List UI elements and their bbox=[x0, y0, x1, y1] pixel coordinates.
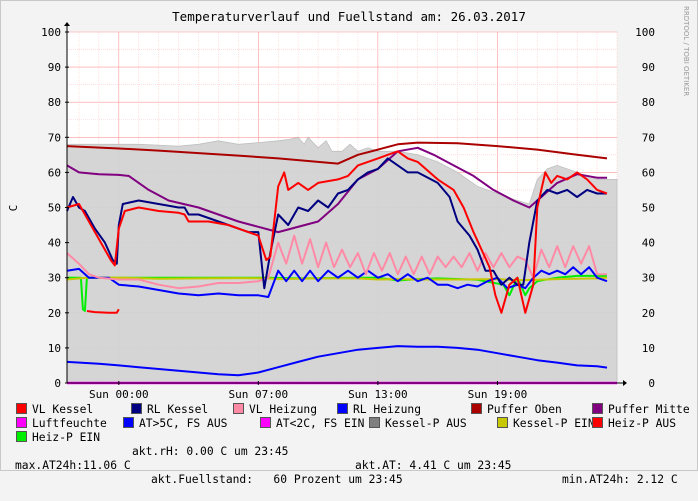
y-tick-label-right: 20 bbox=[642, 307, 655, 320]
y-axis-arrow bbox=[64, 22, 70, 26]
y-tick-label-left: 30 bbox=[48, 272, 61, 285]
x-tick-label: Sun 07:00 bbox=[228, 388, 288, 400]
legend-label: RL Heizung bbox=[353, 403, 422, 416]
y-tick-label-left: 50 bbox=[48, 202, 61, 215]
series-line-vl-kessel bbox=[66, 150, 608, 314]
legend-swatch bbox=[16, 403, 27, 414]
legend-swatch bbox=[123, 417, 134, 428]
legend-item: Kessel-P AUS bbox=[369, 417, 467, 430]
legend-swatch bbox=[16, 431, 27, 442]
y-tick-label-left: 40 bbox=[48, 237, 61, 250]
legend-item: Puffer Mitte bbox=[592, 403, 690, 416]
y-tick-label-right: 60 bbox=[642, 166, 655, 179]
legend-swatch bbox=[260, 417, 271, 428]
x-axis-arrow bbox=[623, 380, 627, 386]
y-axis-label: C bbox=[7, 205, 20, 212]
legend-swatch bbox=[337, 403, 348, 414]
legend-label: RL Kessel bbox=[147, 403, 209, 416]
legend-label: AT>5C, FS AUS bbox=[139, 417, 228, 430]
y-tick-label-right: 0 bbox=[648, 377, 655, 390]
x-tick-label: Sun 13:00 bbox=[348, 388, 408, 400]
chart-title: Temperaturverlauf und Fuellstand am: 26.… bbox=[172, 9, 526, 24]
series-line-at-5c-fs-aus bbox=[66, 345, 608, 377]
y-tick-label-left: 60 bbox=[48, 166, 61, 179]
y-tick-label-right: 70 bbox=[642, 131, 655, 144]
y-tick-label-left: 20 bbox=[48, 307, 61, 320]
stat-fuell: akt.Fuellstand: 60 Prozent um 23:45 bbox=[151, 473, 403, 486]
legend-swatch bbox=[233, 403, 244, 414]
y-tick-label-left: 10 bbox=[48, 342, 61, 355]
legend-item: Kessel-P EIN bbox=[497, 417, 595, 430]
legend-swatch bbox=[471, 403, 482, 414]
legend-label: Luftfeuchte bbox=[32, 417, 107, 430]
y-tick-label-right: 50 bbox=[642, 202, 655, 215]
x-tick-label: Sun 19:00 bbox=[468, 388, 528, 400]
legend-item: Puffer Oben bbox=[471, 403, 562, 416]
y-tick-label-right: 90 bbox=[642, 61, 655, 74]
legend-label: Kessel-P EIN bbox=[513, 417, 595, 430]
stat-max: max.AT24h:11.06 C bbox=[15, 459, 131, 472]
legend-label: Puffer Mitte bbox=[608, 403, 690, 416]
legend-item: AT<2C, FS EIN bbox=[260, 417, 364, 430]
y-tick-label-right: 30 bbox=[642, 272, 655, 285]
stat-at: akt.AT: 4.41 C um 23:45 bbox=[355, 459, 512, 472]
stat-rh: akt.rH: 0.00 C um 23:45 bbox=[132, 445, 289, 458]
stat-min: min.AT24h: 2.12 C bbox=[562, 473, 678, 486]
y-tick-label-left: 100 bbox=[41, 26, 61, 39]
legend-item: Luftfeuchte bbox=[16, 417, 107, 430]
rrdtool-watermark: RRDTOOL / TOBI OETIKER bbox=[682, 6, 690, 96]
y-tick-label-right: 10 bbox=[642, 342, 655, 355]
legend-item: Heiz-P AUS bbox=[592, 417, 676, 430]
legend-item: RL Kessel bbox=[131, 403, 208, 416]
series-line-puffer-oben bbox=[66, 141, 608, 165]
legend-swatch bbox=[592, 403, 603, 414]
legend-swatch bbox=[16, 417, 27, 428]
legend-swatch bbox=[369, 417, 380, 428]
y-tick-label-right: 40 bbox=[642, 237, 655, 250]
legend-item: Heiz-P EIN bbox=[16, 431, 100, 444]
series-line-heiz-p-aus bbox=[86, 308, 120, 314]
y-tick-label-right: 80 bbox=[642, 96, 655, 109]
y-tick-label-left: 70 bbox=[48, 131, 61, 144]
legend-label: Kessel-P AUS bbox=[385, 417, 467, 430]
x-tick-label: Sun 00:00 bbox=[89, 388, 149, 400]
y-tick-label-right: 100 bbox=[635, 26, 655, 39]
chart: Temperaturverlauf und Fuellstand am: 26.… bbox=[7, 6, 690, 400]
series-line-rl-heizung bbox=[66, 266, 608, 298]
y-tick-label-left: 90 bbox=[48, 61, 61, 74]
legend-item: AT>5C, FS AUS bbox=[123, 417, 227, 430]
y-tick-label-left: 0 bbox=[54, 377, 61, 390]
legend-item: VL Heizung bbox=[233, 403, 317, 416]
legend-label: Puffer Oben bbox=[487, 403, 562, 416]
area-fuellstand bbox=[66, 136, 618, 384]
legend-label: Heiz-P EIN bbox=[32, 431, 101, 444]
y-tick-label-left: 80 bbox=[48, 96, 61, 109]
legend-label: Heiz-P AUS bbox=[608, 417, 677, 430]
legend-swatch bbox=[592, 417, 603, 428]
legend-swatch bbox=[131, 403, 142, 414]
legend-swatch bbox=[497, 417, 508, 428]
legend-item: VL Kessel bbox=[16, 403, 93, 416]
legend-label: AT<2C, FS EIN bbox=[276, 417, 365, 430]
legend-label: VL Heizung bbox=[249, 403, 318, 416]
legend-label: VL Kessel bbox=[32, 403, 94, 416]
legend-item: RL Heizung bbox=[337, 403, 421, 416]
